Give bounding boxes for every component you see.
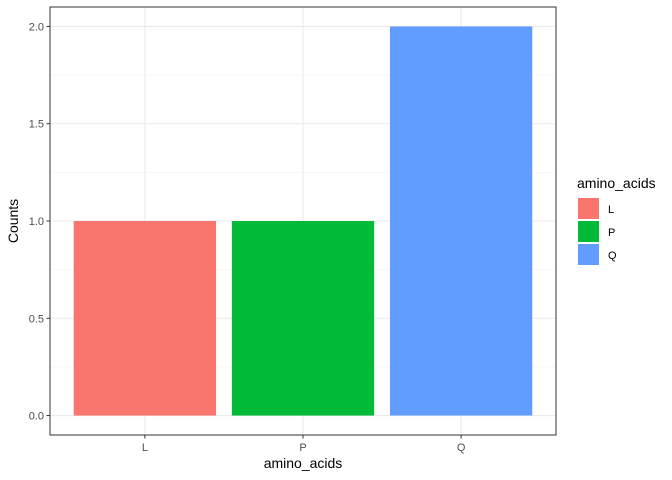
- legend-key-Q: [578, 244, 599, 265]
- bar-P: [231, 221, 375, 416]
- legend-title: amino_acids: [577, 175, 656, 191]
- y-tick-label: 1.5: [29, 119, 44, 131]
- legend-key-L: [578, 198, 599, 219]
- y-tick-label: 0.5: [29, 313, 44, 325]
- x-axis-title: amino_acids: [264, 455, 343, 471]
- y-tick-label: 1.0: [29, 216, 44, 228]
- x-tick-label: P: [299, 442, 306, 454]
- x-tick-label: Q: [457, 442, 466, 454]
- bars: [73, 26, 533, 416]
- y-tick-label: 2.0: [29, 21, 44, 33]
- x-tick-label: L: [142, 442, 148, 454]
- legend: amino_acids LPQ: [577, 175, 656, 265]
- y-axis-ticks: 0.0 0.5 1.0 1.5 2.0: [29, 21, 50, 423]
- legend-label: P: [608, 227, 615, 239]
- y-tick-label: 0.0: [29, 411, 44, 423]
- legend-key-P: [578, 221, 599, 242]
- bar-L: [73, 221, 217, 416]
- legend-label: L: [608, 204, 614, 216]
- y-axis-title: Counts: [5, 199, 21, 243]
- bar-Q: [389, 26, 533, 416]
- legend-label: Q: [608, 250, 617, 262]
